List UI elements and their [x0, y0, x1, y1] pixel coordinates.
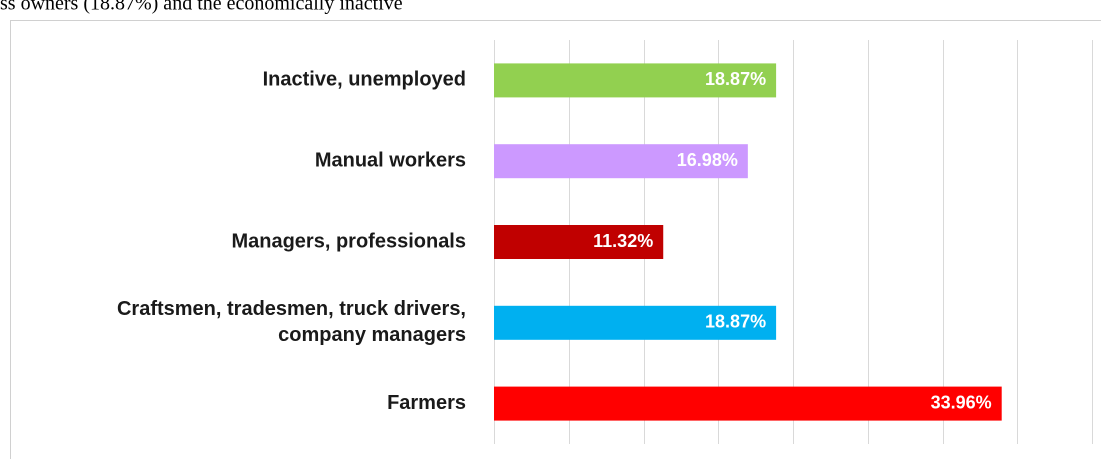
chart-frame — [10, 20, 1101, 459]
bar — [494, 305, 777, 340]
header-text: ss owners (18.87%) and the economically … — [0, 0, 403, 15]
category-label: Craftsmen, tradesmen, truck drivers, comp… — [117, 298, 466, 346]
value-label: 16.98% — [677, 150, 738, 170]
bar — [494, 386, 1002, 421]
value-label: 18.87% — [705, 312, 766, 332]
category-label: Managers, professionals — [231, 230, 466, 252]
value-label: 18.87% — [705, 69, 766, 89]
bar — [494, 225, 664, 259]
category-label: Farmers — [387, 392, 466, 414]
value-label: 33.96% — [931, 392, 992, 412]
bar — [494, 144, 748, 179]
value-label: 11.32% — [593, 231, 653, 251]
category-label: Manual workers — [315, 149, 466, 171]
category-label: Inactive, unemployed — [263, 69, 466, 91]
bar — [494, 63, 777, 98]
